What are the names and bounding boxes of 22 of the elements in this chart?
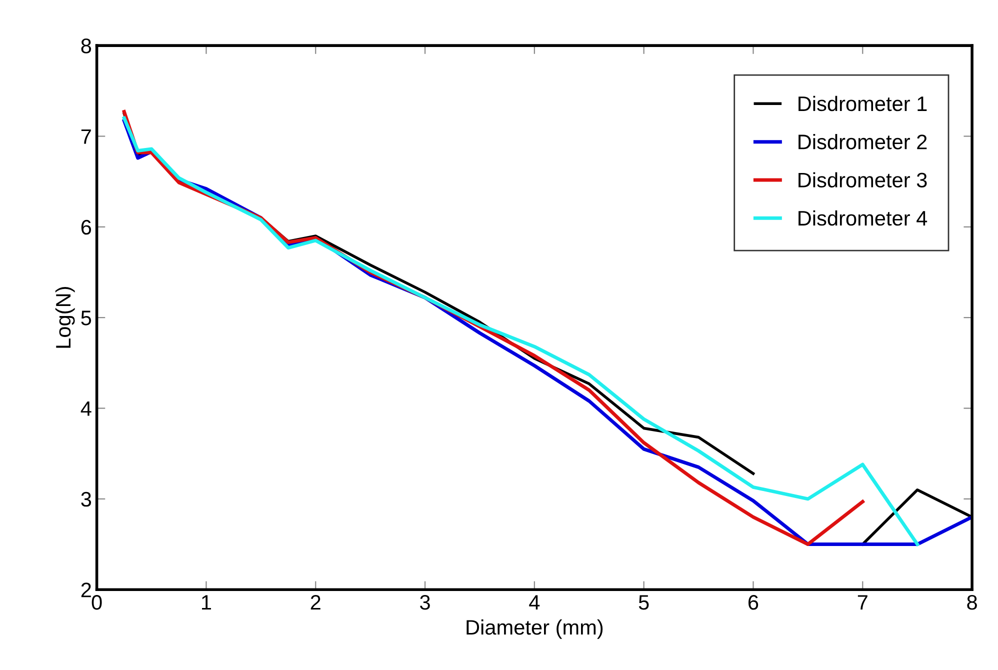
legend-label: Disdrometer 4 — [798, 210, 928, 226]
y-tick-label: 7 — [81, 129, 91, 144]
y-tick-label: 5 — [81, 310, 92, 326]
legend-label: Disdrometer 1 — [798, 96, 927, 112]
x-tick-label: 0 — [92, 595, 102, 610]
x-tick-label: 8 — [967, 595, 977, 610]
y-tick-label: 4 — [80, 401, 92, 416]
y-tick-label: 2 — [81, 582, 91, 598]
x-tick-label: 3 — [420, 595, 430, 610]
y-tick-label: 8 — [81, 38, 92, 54]
x-tick-label: 7 — [858, 595, 868, 610]
y-axis-title: Log(N) — [55, 287, 75, 348]
x-tick-label: 2 — [310, 595, 320, 610]
x-tick-label: 4 — [529, 595, 540, 610]
legend-label: Disdrometer 2 — [798, 134, 927, 150]
x-axis-title: Diameter (mm) — [466, 619, 603, 639]
x-tick-label: 1 — [202, 595, 211, 610]
x-tick-label: 6 — [748, 595, 758, 610]
y-tick-label: 6 — [81, 220, 92, 235]
y-tick-label: 3 — [81, 492, 92, 507]
x-tick-label: 5 — [638, 595, 649, 610]
legend-label: Disdrometer 3 — [798, 172, 927, 188]
